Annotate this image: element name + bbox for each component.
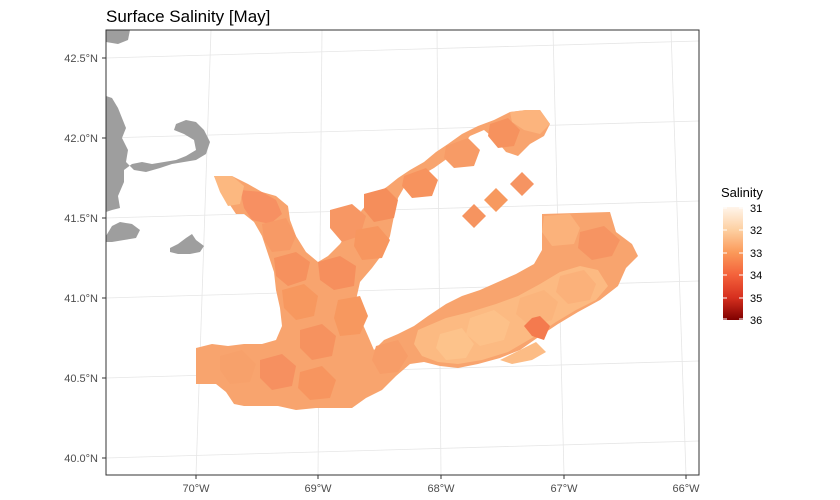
gridline-lat-40-0 [106, 440, 699, 459]
gridline-lon-66 [670, 30, 687, 475]
salinity-cell-8 [354, 226, 390, 260]
legend-label-35: 35 [750, 293, 762, 305]
salinity-cell-11 [260, 354, 296, 390]
salinity-cell-2 [262, 218, 296, 252]
panel-border [105, 29, 700, 476]
y-tick-label-40-5: 40.5°N [64, 373, 98, 385]
map-panel [106, 30, 699, 475]
salinity-cell-light-4 [436, 328, 474, 360]
y-tick-label-41-5: 41.5°N [64, 213, 98, 225]
salinity-cell-14 [402, 168, 438, 198]
x-tick-label-69w: 69°W [304, 483, 332, 495]
salinity-cell-16 [488, 118, 520, 148]
legend-ticks [723, 207, 743, 320]
salinity-cell-light-7 [214, 176, 244, 206]
legend: Salinity 31 32 33 34 35 36 [721, 185, 763, 327]
land-cape-cod [106, 96, 210, 212]
salinity-cell-18 [578, 226, 620, 260]
salinity-cell-light-8 [510, 110, 550, 134]
salinity-cell-light-6 [500, 342, 546, 364]
legend-label-33: 33 [750, 248, 762, 260]
legend-label-34: 34 [750, 270, 762, 282]
y-tick-label-42-0: 42.0°N [64, 133, 98, 145]
land-marthas-vineyard [106, 222, 140, 242]
gridline-lat-41-5 [106, 200, 699, 219]
legend-label-36: 36 [750, 315, 762, 327]
gridline-lat-42-5 [106, 40, 699, 59]
salinity-cell-4 [282, 284, 318, 320]
salinity-cell-light-3 [516, 290, 558, 326]
salinity-cell-9 [300, 324, 336, 360]
gridline-lon-70 [195, 30, 212, 475]
salinity-cell-diamond-2 [484, 188, 508, 212]
salinity-cell-diamond-1 [462, 204, 486, 228]
salinity-cell-light-2 [466, 310, 510, 346]
land [106, 30, 210, 254]
salinity-cell-15 [444, 138, 480, 168]
x-tick-label-66w: 66°W [672, 483, 700, 495]
salinity-cell-13 [220, 350, 256, 384]
salinity-cell-1 [240, 190, 282, 224]
salinity-cell-dark-spot [524, 316, 550, 340]
legend-label-31: 31 [750, 203, 762, 215]
land-nantucket [170, 234, 204, 254]
salinity-cell-10 [334, 296, 368, 336]
gridline-lon-68 [436, 30, 442, 475]
x-tick-label-68w: 68°W [427, 483, 455, 495]
x-tick-label-67w: 67°W [550, 483, 578, 495]
salinity-cell-12 [298, 366, 336, 400]
salinity-cell-17 [372, 340, 408, 374]
legend-title: Salinity [721, 185, 763, 200]
salinity-cell-5 [318, 256, 356, 290]
salinity-cell-3 [274, 252, 310, 286]
land-mainland-north [106, 30, 130, 44]
legend-colorbar [723, 207, 743, 320]
y-tick-label-41-0: 41.0°N [64, 293, 98, 305]
salinity-cell-7 [364, 188, 398, 222]
salinity-field [196, 110, 638, 410]
y-tick-label-40-0: 40.0°N [64, 453, 98, 465]
y-tick-label-42-5: 42.5°N [64, 53, 98, 65]
chart-title: Surface Salinity [May] [106, 7, 270, 26]
salinity-cell-light-5 [556, 270, 596, 304]
legend-label-32: 32 [750, 225, 762, 237]
salinity-cell-diamond-3 [510, 172, 534, 196]
x-tick-label-70w: 70°W [182, 483, 210, 495]
salinity-cell-light-9 [542, 214, 580, 246]
y-axis: 40.0°N 40.5°N 41.0°N 41.5°N 42.0°N 42.5°… [64, 53, 106, 465]
x-axis: 70°W 69°W 68°W 67°W 66°W [182, 475, 700, 495]
